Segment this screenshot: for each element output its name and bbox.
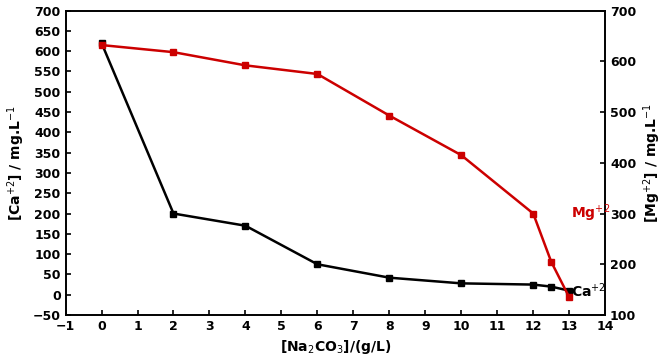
- Y-axis label: [Mg$^{+2}$] / mg.L$^{-1}$: [Mg$^{+2}$] / mg.L$^{-1}$: [642, 103, 664, 223]
- Text: Ca$^{+2}$: Ca$^{+2}$: [571, 281, 606, 300]
- Text: Mg$^{+2}$: Mg$^{+2}$: [571, 203, 610, 224]
- X-axis label: [Na$_2$CO$_3$]/(g/L): [Na$_2$CO$_3$]/(g/L): [280, 338, 391, 357]
- Y-axis label: [Ca$^{+2}$] / mg.L$^{-1}$: [Ca$^{+2}$] / mg.L$^{-1}$: [5, 105, 27, 221]
